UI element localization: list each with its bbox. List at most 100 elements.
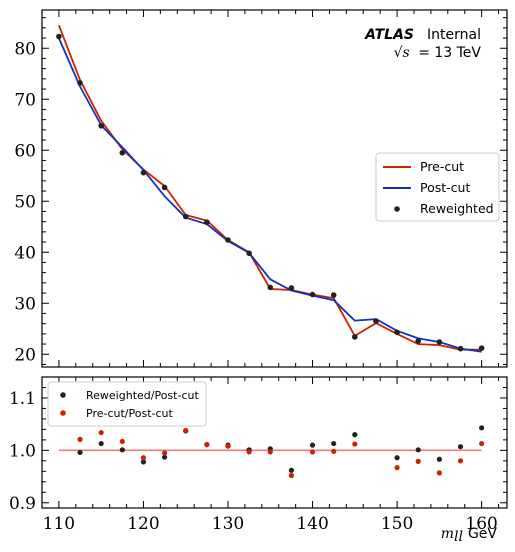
legend-label-reweighted-ratio: Reweighted/Post-cut [86,389,199,402]
ratio-point-reweighted-post-cut [436,456,442,462]
y-tick-label: 0.9 [9,494,36,514]
data-point-reweighted [182,213,189,220]
y-tick-label: 50 [14,192,36,212]
ratio-point-reweighted-post-cut [331,440,337,447]
ratio-point-pre-cut-post-cut [161,450,168,456]
data-point-reweighted [161,184,168,191]
main-panel: 20 30 40 50 60 70 80 ATLAS Internal √s = 13 Te… [14,9,508,368]
atlas-label: ATLAS [364,27,414,43]
legend-swatch-pre-cut-ratio [60,410,66,416]
atlas-annotation: ATLAS Internal √s = 13 TeV [364,27,481,61]
y-tick-label: 80 [14,39,36,59]
data-point-reweighted [352,334,358,340]
ratio-point-pre-cut-post-cut [140,455,147,461]
energy-value: = 13 TeV [418,45,481,61]
data-point-reweighted [330,292,337,298]
main-legend-box [375,152,500,222]
ratio-point-reweighted-post-cut [415,447,421,453]
y-tick-label: 1.0 [9,441,36,461]
data-point-reweighted [204,219,210,225]
legend-swatch-reweighted-ratio [60,392,66,398]
data-point-reweighted [457,345,464,352]
ratio-point-pre-cut-post-cut [77,436,83,442]
ratio-point-pre-cut-post-cut [309,449,316,455]
data-point-reweighted [394,329,400,336]
data-point-reweighted [246,250,252,257]
series-line-post-cut [58,37,482,353]
legend-label-pre-cut: Pre-cut [420,159,464,174]
x-axis-symbol: m [441,526,454,542]
ratio-point-pre-cut-post-cut [415,458,421,464]
atlas-status: Internal [427,27,481,43]
x-axis-unit: GeV [468,526,497,542]
x-axis-label: mll GeV [441,526,498,545]
ratio-point-pre-cut-post-cut [331,448,337,455]
energy-label: √s = 13 TeV [394,45,482,61]
main-axis-ticks: 20 30 40 50 60 70 80 [14,10,507,367]
x-tick-label: 160 [465,514,497,534]
data-point-reweighted [140,169,147,176]
data-point-reweighted [436,339,443,345]
ratio-panel: 110 120 130 140 150 160 0.9 1.0 1.1 Reweighted/P… [9,376,508,545]
data-point-reweighted [309,291,316,298]
ratio-point-pre-cut-post-cut [119,438,125,445]
ratio-point-reweighted-post-cut [77,449,83,456]
x-tick-label: 150 [381,514,413,534]
data-point-reweighted [267,284,274,291]
ratio-point-reweighted-post-cut [288,467,295,473]
ratio-point-pre-cut-post-cut [183,427,189,434]
data-point-reweighted [98,122,104,129]
ratio-point-pre-cut-post-cut [225,443,231,449]
ratio-point-pre-cut-post-cut [479,440,485,447]
y-tick-label: 20 [14,345,36,365]
main-series [56,24,485,353]
legend-label-pre-cut-ratio: Pre-cut/Post-cut [86,407,174,420]
ratio-point-pre-cut-post-cut [267,449,273,455]
ratio-point-reweighted-post-cut [98,440,104,447]
legend-label-reweighted: Reweighted [420,201,494,216]
ratio-point-reweighted-post-cut [140,459,147,465]
ratio-point-pre-cut-post-cut [436,470,442,476]
data-point-reweighted [373,318,379,324]
data-point-reweighted [56,33,62,40]
data-point-reweighted [415,338,422,344]
y-tick-label: 60 [14,141,36,161]
y-tick-label: 1.1 [9,389,36,409]
main-legend: Pre-cut Post-cut Reweighted [375,152,500,222]
ratio-point-pre-cut-post-cut [352,441,358,447]
ratio-point-reweighted-post-cut [309,442,316,448]
ratio-point-pre-cut-post-cut [288,472,295,479]
ratio-legend: Reweighted/Post-cut Pre-cut/Post-cut [47,381,207,427]
ratio-point-reweighted-post-cut [394,455,400,461]
y-tick-label: 40 [14,243,36,263]
ratio-axis-ticks: 110 120 130 140 150 160 0.9 1.0 1.1 [9,376,507,534]
x-tick-label: 130 [212,514,244,534]
energy-symbol: √s [394,45,410,61]
ratio-point-pre-cut-post-cut [246,449,252,455]
ratio-point-reweighted-post-cut [457,444,464,450]
x-tick-label: 110 [43,514,75,534]
ratio-point-reweighted-post-cut [479,425,485,431]
ratio-point-pre-cut-post-cut [204,441,210,448]
ratio-point-pre-cut-post-cut [98,429,104,436]
data-point-reweighted [478,345,485,351]
data-point-reweighted [225,237,231,243]
ratio-point-pre-cut-post-cut [457,458,464,464]
data-point-reweighted [119,150,126,156]
x-tick-label: 140 [296,514,328,534]
ratio-legend-box [47,381,207,427]
data-point-reweighted [77,80,83,86]
y-tick-label: 30 [14,294,36,314]
ratio-series [58,425,485,479]
legend-swatch-reweighted [394,206,400,212]
legend-label-post-cut: Post-cut [420,180,470,195]
ratio-point-reweighted-post-cut [161,454,168,460]
x-tick-label: 120 [127,514,159,534]
ratio-point-pre-cut-post-cut [394,465,400,471]
ratio-point-reweighted-post-cut [352,432,358,438]
data-point-reweighted [288,285,295,291]
x-axis-subscript: ll [454,529,463,545]
ratio-point-reweighted-post-cut [119,447,125,453]
y-tick-label: 70 [14,90,36,110]
